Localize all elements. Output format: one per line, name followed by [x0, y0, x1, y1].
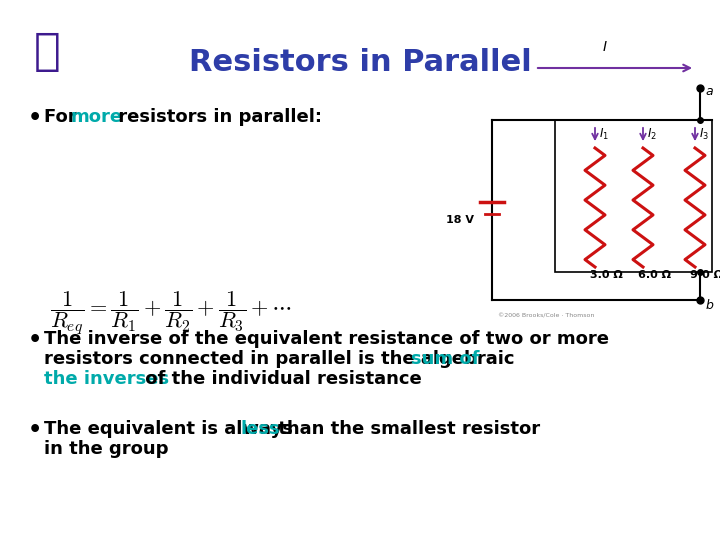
Text: $a$: $a$ — [705, 85, 714, 98]
Text: 9.0 Ω: 9.0 Ω — [690, 270, 720, 280]
Text: •: • — [28, 330, 42, 350]
Text: than the smallest resistor: than the smallest resistor — [272, 420, 540, 438]
Text: $\dfrac{1}{R_{eq}} = \dfrac{1}{R_1} + \dfrac{1}{R_2} + \dfrac{1}{R_3} + \cdots$: $\dfrac{1}{R_{eq}} = \dfrac{1}{R_1} + \d… — [50, 289, 292, 337]
Text: of the individual resistance: of the individual resistance — [139, 370, 422, 388]
Text: $I_1$: $I_1$ — [599, 127, 609, 142]
Text: more: more — [70, 108, 122, 126]
Text: 18 V: 18 V — [446, 215, 474, 225]
Text: the inverses: the inverses — [44, 370, 169, 388]
Text: The equivalent is always: The equivalent is always — [44, 420, 299, 438]
Text: For: For — [44, 108, 83, 126]
Text: 6.0 Ω: 6.0 Ω — [638, 270, 671, 280]
Text: $I_3$: $I_3$ — [699, 127, 709, 142]
Text: resistors in parallel:: resistors in parallel: — [112, 108, 322, 126]
Text: ©2006 Brooks/Cole · Thomson: ©2006 Brooks/Cole · Thomson — [498, 313, 595, 318]
Text: $b$: $b$ — [705, 298, 714, 312]
Text: less: less — [240, 420, 279, 438]
Text: $I_2$: $I_2$ — [647, 127, 657, 142]
Text: •: • — [28, 420, 42, 440]
Text: Resistors in Parallel: Resistors in Parallel — [189, 48, 531, 77]
Bar — [555, 120, 712, 272]
Text: in the group: in the group — [44, 440, 168, 458]
Text: resistors connected in parallel is the algebraic: resistors connected in parallel is the a… — [44, 350, 521, 368]
Text: sum of: sum of — [411, 350, 480, 368]
Text: $I$: $I$ — [602, 40, 608, 54]
Text: The inverse of the equivalent resistance of two or more: The inverse of the equivalent resistance… — [44, 330, 609, 348]
Text: 🐸: 🐸 — [33, 30, 60, 73]
Text: •: • — [28, 108, 42, 128]
Text: 3.0 Ω: 3.0 Ω — [590, 270, 623, 280]
